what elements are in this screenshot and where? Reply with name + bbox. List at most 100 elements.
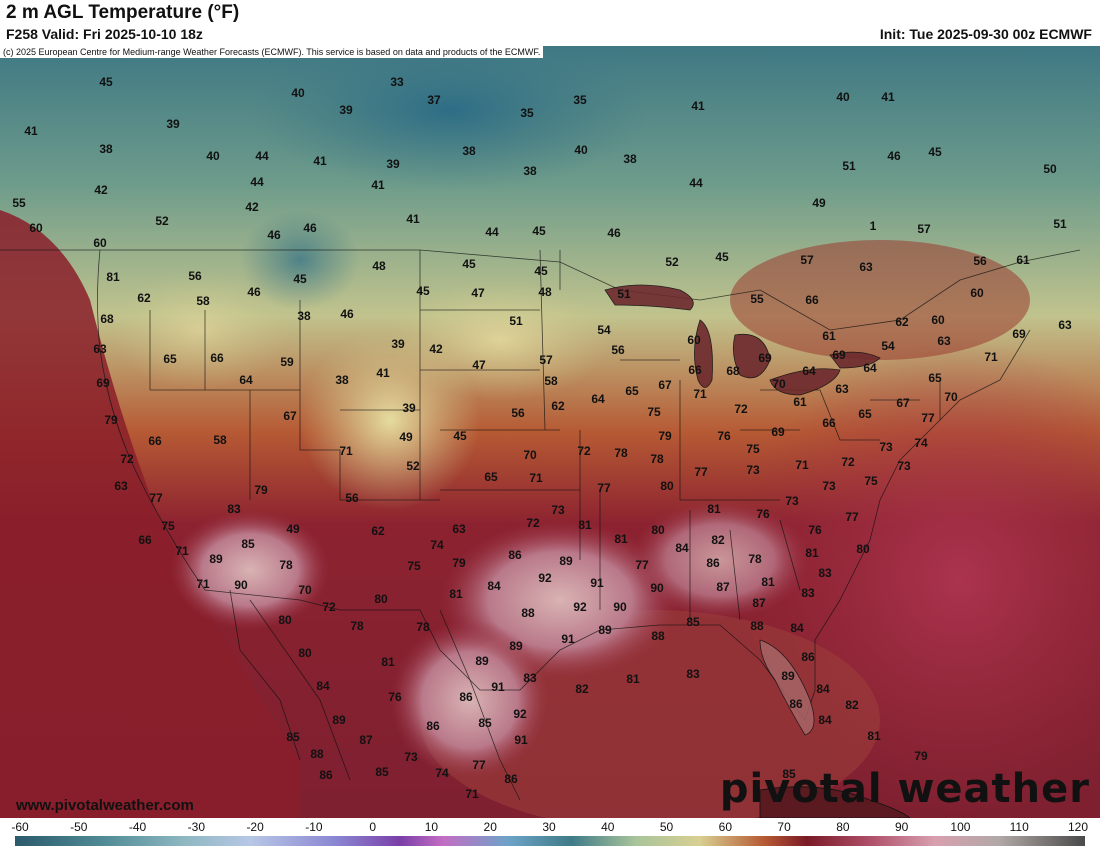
colorbar-tick-label: 10 <box>424 820 439 834</box>
temperature-value: 35 <box>573 93 587 107</box>
temperature-value: 65 <box>858 407 872 421</box>
temperature-value: 85 <box>375 765 389 779</box>
temperature-value: 70 <box>523 448 537 462</box>
temperature-value: 91 <box>514 733 528 747</box>
temperature-value: 71 <box>196 577 210 591</box>
temperature-value: 46 <box>267 228 281 242</box>
temperature-value: 78 <box>614 446 628 460</box>
temperature-value: 44 <box>485 225 499 239</box>
colorbar-tick-label: 20 <box>483 820 497 834</box>
temperature-value: 66 <box>688 363 702 377</box>
temperature-value: 74 <box>430 538 444 552</box>
temperature-value: 89 <box>475 654 489 668</box>
temperature-value: 58 <box>196 294 210 308</box>
temperature-value: 45 <box>99 75 113 89</box>
temperature-value: 77 <box>472 758 486 772</box>
temperature-value: 56 <box>511 406 525 420</box>
temperature-value: 67 <box>896 396 910 410</box>
temperature-value: 66 <box>148 434 162 448</box>
temperature-value: 46 <box>247 285 261 299</box>
temperature-value: 73 <box>746 463 760 477</box>
temperature-value: 73 <box>551 503 565 517</box>
map-title: 2 m AGL Temperature (°F) <box>6 2 240 23</box>
temperature-map[interactable]: 45 33 40 37 35 39 35 41 40 41 41 39 38 40 44 41 39 38 40 38… <box>0 46 1100 818</box>
temperature-value: 88 <box>651 629 665 643</box>
temperature-value: 38 <box>623 152 637 166</box>
temperature-value: 80 <box>298 646 312 660</box>
temperature-value: 88 <box>521 606 535 620</box>
temperature-value: 47 <box>472 358 486 372</box>
temperature-value: 73 <box>879 440 893 454</box>
temperature-value: 61 <box>822 329 836 343</box>
temperature-value: 83 <box>818 566 832 580</box>
temperature-value: 78 <box>279 558 293 572</box>
temperature-value: 69 <box>832 348 846 362</box>
temperature-value: 42 <box>245 200 259 214</box>
temperature-value: 85 <box>686 615 700 629</box>
temperature-value: 88 <box>310 747 324 761</box>
temperature-value: 83 <box>801 586 815 600</box>
temperature-value: 41 <box>376 366 390 380</box>
temperature-value: 86 <box>459 690 473 704</box>
temperature-value: 71 <box>175 544 189 558</box>
temperature-value: 87 <box>752 596 766 610</box>
website-link[interactable]: www.pivotalweather.com <box>16 797 194 814</box>
temperature-value: 45 <box>534 264 548 278</box>
temperature-value: 46 <box>607 226 621 240</box>
temperature-value: 51 <box>1053 217 1067 231</box>
temperature-value: 72 <box>577 444 591 458</box>
temperature-value: 75 <box>407 559 421 573</box>
temperature-value: 57 <box>917 222 931 236</box>
temperature-value: 49 <box>286 522 300 536</box>
temperature-value: 37 <box>427 93 441 107</box>
temperature-value: 57 <box>539 353 553 367</box>
colorbar-tick-label: 90 <box>894 820 909 834</box>
temperature-value: 50 <box>1043 162 1057 176</box>
temperature-value: 82 <box>845 698 859 712</box>
temperature-value: 51 <box>617 287 631 301</box>
temperature-value: 83 <box>523 671 537 685</box>
colorbar-tick-label: 40 <box>601 820 615 834</box>
temperature-value: 39 <box>402 401 416 415</box>
temperature-value: 81 <box>578 518 592 532</box>
temperature-value: 38 <box>335 373 349 387</box>
colorbar-tick-label: 110 <box>1009 820 1029 834</box>
temperature-value: 69 <box>96 376 110 390</box>
temperature-value: 84 <box>675 541 689 555</box>
temperature-value: 61 <box>1016 253 1030 267</box>
temperature-value: 89 <box>781 669 795 683</box>
temperature-value: 66 <box>138 533 152 547</box>
temperature-value: 81 <box>761 575 775 589</box>
temperature-value: 74 <box>435 766 449 780</box>
temperature-value: 66 <box>805 293 819 307</box>
temperature-value: 55 <box>12 196 26 210</box>
temperature-value: 68 <box>100 312 114 326</box>
colorbar-tick-label: -50 <box>70 820 88 834</box>
temperature-value: 33 <box>390 75 404 89</box>
temperature-value: 84 <box>816 682 830 696</box>
colorbar-tick-label: 30 <box>542 820 556 834</box>
temperature-value: 71 <box>693 387 707 401</box>
colorbar-tick-label: 70 <box>777 820 791 834</box>
temperature-value: 71 <box>339 444 353 458</box>
temperature-value: 73 <box>404 750 418 764</box>
temperature-value: 51 <box>509 314 523 328</box>
temperature-value: 78 <box>650 452 664 466</box>
temperature-value: 52 <box>406 459 420 473</box>
temperature-value: 80 <box>651 523 665 537</box>
temperature-value: 55 <box>750 292 764 306</box>
temperature-value: 57 <box>800 253 814 267</box>
temperature-value: 51 <box>842 159 856 173</box>
temperature-value: 89 <box>509 639 523 653</box>
temperature-value: 77 <box>921 411 935 425</box>
colorbar-tick-label: 50 <box>659 820 674 834</box>
temperature-value: 75 <box>647 405 661 419</box>
temperature-value: 64 <box>863 361 877 375</box>
colorbar-tick-label: 100 <box>950 820 971 834</box>
temperature-value: 46 <box>340 307 354 321</box>
temperature-value: 42 <box>429 342 443 356</box>
temperature-value: 71 <box>795 458 809 472</box>
temperature-value: 56 <box>611 343 625 357</box>
temperature-value: 41 <box>881 90 895 104</box>
temperature-value: 63 <box>835 382 849 396</box>
